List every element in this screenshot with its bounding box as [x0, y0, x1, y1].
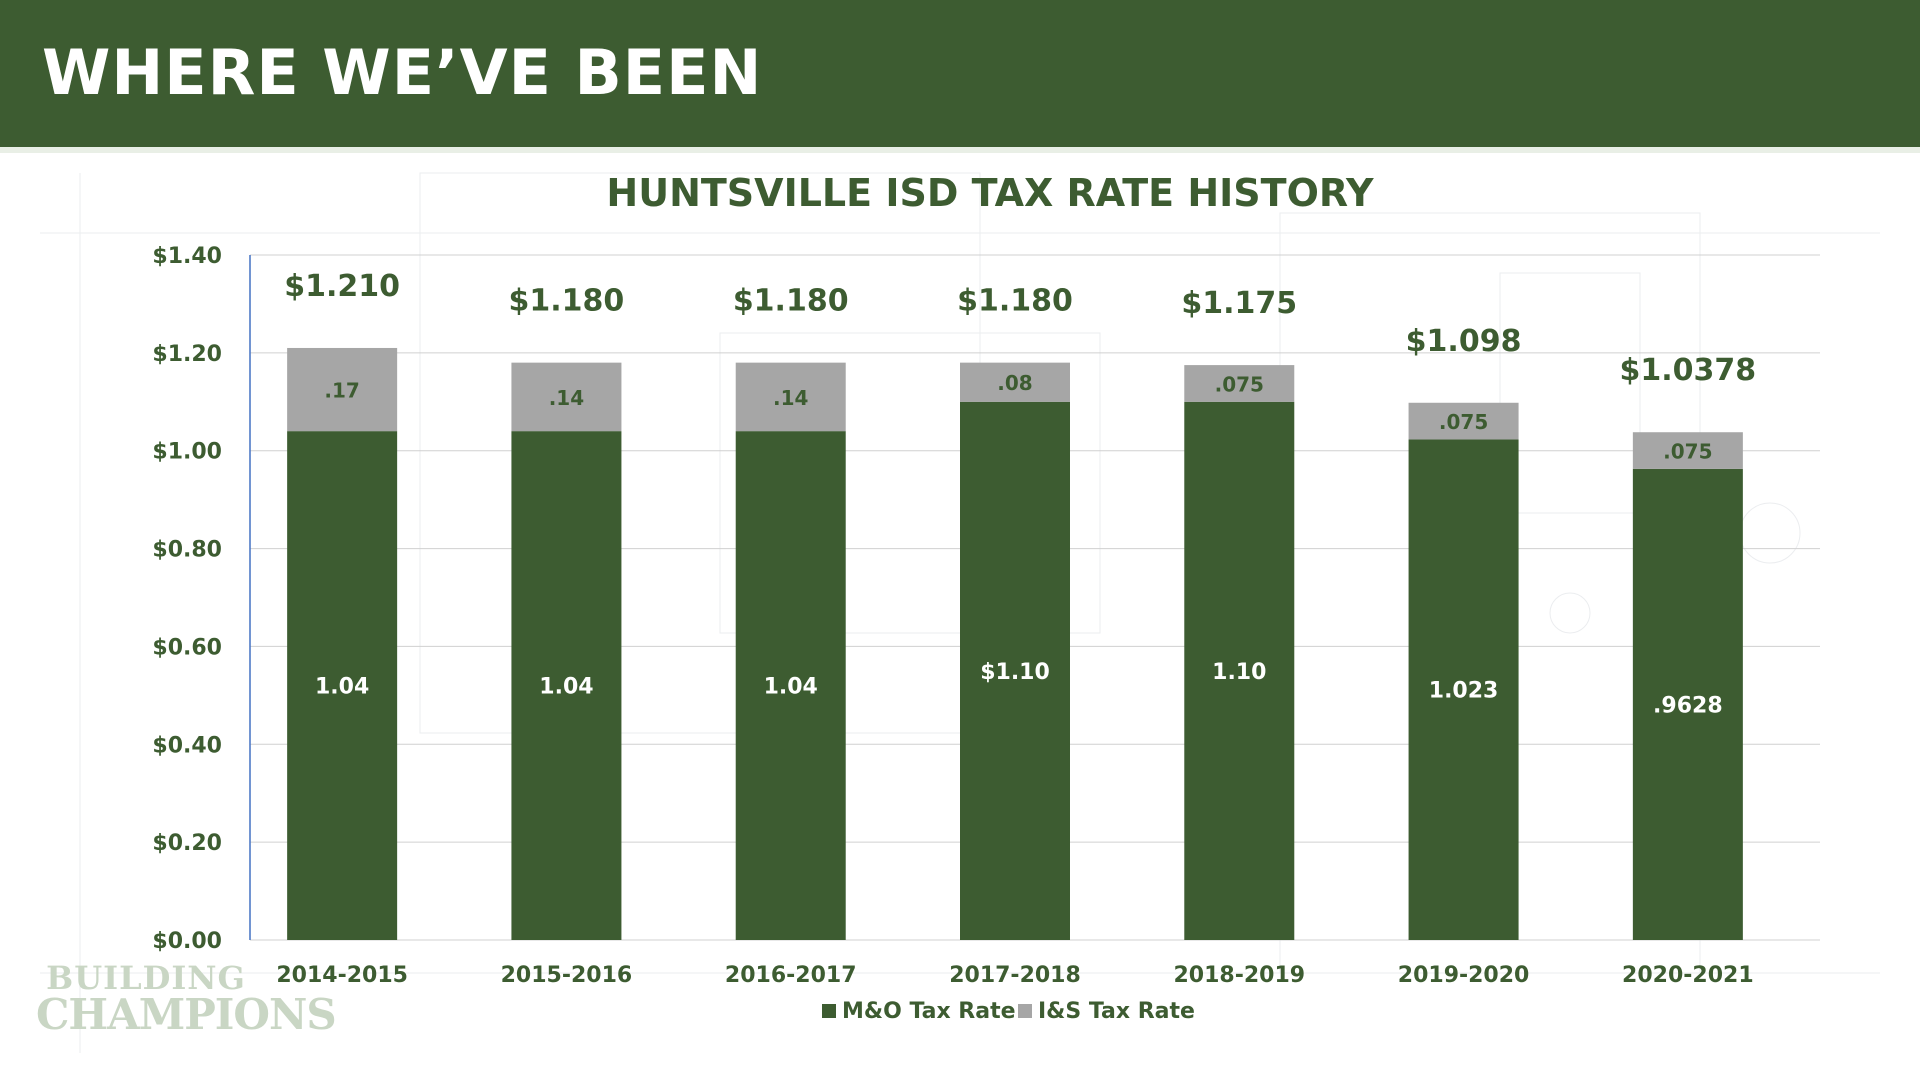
legend: M&O Tax Rate I&S Tax Rate: [822, 999, 1195, 1024]
bar-mo: [1408, 439, 1519, 940]
y-tick-label: $0.20: [152, 831, 222, 856]
bar-total-label: $1.0378: [1620, 353, 1757, 388]
bar-is-label: .17: [324, 379, 359, 403]
legend-swatch: [822, 1004, 836, 1018]
x-tick-label: 2018-2019: [1173, 963, 1305, 988]
bar-is-label: .075: [1215, 372, 1264, 396]
x-tick-label: 2017-2018: [949, 963, 1081, 988]
x-tick-label: 2015-2016: [501, 963, 633, 988]
bar-mo: [1184, 401, 1295, 940]
bar-mo: [1632, 468, 1743, 940]
bar-mo: [960, 401, 1070, 940]
bar-is: [511, 362, 622, 432]
y-tick-label: $0.00: [152, 929, 222, 954]
x-tick-label: 2020-2021: [1622, 963, 1754, 988]
y-tick-label: $1.00: [152, 440, 222, 465]
bar-is: [960, 362, 1070, 402]
bar-mo-label: 1.04: [764, 675, 818, 700]
header-bar: [0, 0, 1920, 147]
bar-is: [735, 362, 846, 432]
blueprint-background: [40, 172, 1880, 1053]
building-champions-logo: BUILDING CHAMPIONS: [36, 959, 337, 1042]
header-divider: [0, 147, 1920, 153]
y-tick-label: $1.40: [152, 244, 222, 269]
y-tick-label: $0.60: [152, 635, 222, 660]
y-axis-ticks: $0.00 $0.20 $0.40 $0.60 $0.80 $1.00 $1.20 $1.40: [152, 244, 222, 954]
bar-mo: [287, 431, 398, 940]
bar-is: [1408, 402, 1519, 440]
bar-mo-label: .9628: [1653, 693, 1723, 718]
legend-label: M&O Tax Rate: [842, 999, 1016, 1024]
legend-swatch: [1018, 1004, 1032, 1018]
bar-is-label: .075: [1663, 440, 1712, 464]
bar-total-label: $1.175: [1181, 286, 1297, 321]
logo-line-1: BUILDING: [46, 959, 246, 997]
bar-total-label: $1.180: [957, 284, 1073, 319]
y-tick-label: $0.40: [152, 733, 222, 758]
bars: 1.04 .17 $1.210 1.04 .14 $1.180 1.04 .14 $1.180 $…: [284, 269, 1756, 940]
bar-mo-label: 1.04: [539, 675, 593, 700]
chart-title: HUNTSVILLE ISD TAX RATE HISTORY: [606, 171, 1374, 215]
bar-mo-label: 1.023: [1429, 679, 1499, 704]
bar-is-label: .08: [997, 371, 1032, 395]
bar-total-label: $1.098: [1406, 324, 1522, 359]
bar-mo: [511, 431, 622, 940]
y-tick-label: $1.20: [152, 342, 222, 367]
bar-is-label: .14: [549, 386, 584, 410]
bar-total-label: $1.180: [509, 284, 625, 319]
page-title: WHERE WE’VE BEEN: [42, 36, 763, 109]
x-tick-label: 2019-2020: [1398, 963, 1530, 988]
logo-line-2: CHAMPIONS: [36, 990, 337, 1039]
bar-is-label: .14: [773, 386, 808, 410]
bar-is: [287, 347, 398, 432]
bar-total-label: $1.180: [733, 284, 849, 319]
x-axis-ticks: 2014-2015 2015-2016 2016-2017 2017-2018 2018…: [276, 963, 1753, 988]
bar-is: [1184, 365, 1295, 402]
bar-is-label: .075: [1439, 410, 1488, 434]
bar-is: [1632, 432, 1743, 469]
bar-mo: [735, 431, 846, 940]
bar-mo-label: 1.04: [315, 675, 369, 700]
bar-mo-label: 1.10: [1212, 660, 1266, 685]
bar-total-label: $1.210: [284, 269, 400, 304]
bar-mo-label: $1.10: [980, 660, 1050, 685]
x-tick-label: 2016-2017: [725, 963, 857, 988]
legend-label: I&S Tax Rate: [1038, 999, 1195, 1024]
y-tick-label: $0.80: [152, 538, 222, 563]
x-tick-label: 2014-2015: [276, 963, 408, 988]
